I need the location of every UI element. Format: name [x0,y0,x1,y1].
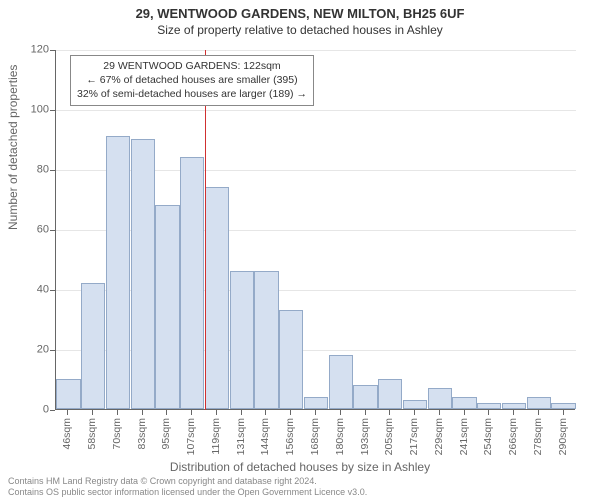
ytick-label: 120 [19,45,49,56]
ytick-label: 100 [19,105,49,116]
xtick-label: 144sqm [259,418,271,455]
footer-credits: Contains HM Land Registry data © Crown c… [8,476,367,499]
histogram-bar [205,187,229,409]
xtick-mark [439,410,440,415]
xtick-label: 107sqm [185,418,197,455]
xtick-mark [464,410,465,415]
histogram-bar [551,403,575,409]
xtick-mark [117,410,118,415]
xtick-mark [340,410,341,415]
xtick-mark [538,410,539,415]
footer-line-2: Contains OS public sector information li… [8,487,367,498]
histogram-bar [477,403,501,409]
histogram-bar [279,310,303,409]
ytick-label: 0 [19,405,49,416]
histogram-bar [428,388,452,409]
info-box: 29 WENTWOOD GARDENS: 122sqm ← 67% of det… [70,55,314,106]
xtick-label: 58sqm [86,418,98,450]
xtick-mark [216,410,217,415]
ytick-mark [50,170,55,171]
xtick-label: 131sqm [235,418,247,455]
histogram-bar [403,400,427,409]
xtick-label: 46sqm [61,418,73,450]
xtick-mark [365,410,366,415]
histogram-bar [131,139,155,409]
ytick-label: 80 [19,165,49,176]
y-axis-label: Number of detached properties [6,65,20,230]
histogram-bar [230,271,254,409]
xtick-label: 266sqm [507,418,519,455]
xtick-mark [488,410,489,415]
x-axis-label: Distribution of detached houses by size … [0,460,600,474]
histogram-bar [180,157,204,409]
ytick-mark [50,410,55,411]
xtick-label: 70sqm [111,418,123,450]
ytick-label: 20 [19,345,49,356]
histogram-bar [155,205,179,409]
xtick-label: 119sqm [210,418,222,455]
xtick-mark [315,410,316,415]
ytick-mark [50,110,55,111]
histogram-bar [378,379,402,409]
ytick-mark [50,350,55,351]
histogram-bar [254,271,278,409]
xtick-label: 229sqm [433,418,445,455]
histogram-bar [304,397,328,409]
xtick-label: 205sqm [383,418,395,455]
xtick-label: 180sqm [334,418,346,455]
histogram-bar [527,397,551,409]
xtick-label: 156sqm [284,418,296,455]
xtick-mark [142,410,143,415]
xtick-mark [67,410,68,415]
xtick-label: 168sqm [309,418,321,455]
xtick-label: 83sqm [136,418,148,450]
ytick-label: 60 [19,225,49,236]
histogram-bar [81,283,105,409]
histogram-bar [329,355,353,409]
xtick-mark [191,410,192,415]
ytick-mark [50,230,55,231]
xtick-mark [241,410,242,415]
xtick-mark [290,410,291,415]
info-line-1: 29 WENTWOOD GARDENS: 122sqm [77,59,307,73]
xtick-mark [414,410,415,415]
page-title: 29, WENTWOOD GARDENS, NEW MILTON, BH25 6… [0,0,600,21]
xtick-mark [92,410,93,415]
histogram-bar [502,403,526,409]
xtick-mark [389,410,390,415]
info-line-2: ← 67% of detached houses are smaller (39… [77,73,307,87]
histogram-bar [353,385,377,409]
xtick-mark [513,410,514,415]
histogram-bar [452,397,476,409]
xtick-label: 278sqm [532,418,544,455]
ytick-mark [50,50,55,51]
xtick-label: 95sqm [160,418,172,450]
footer-line-1: Contains HM Land Registry data © Crown c… [8,476,367,487]
info-line-3: 32% of semi-detached houses are larger (… [77,87,307,101]
xtick-label: 193sqm [359,418,371,455]
histogram-bar [56,379,80,409]
xtick-mark [563,410,564,415]
xtick-label: 241sqm [458,418,470,455]
histogram-bar [106,136,130,409]
ytick-label: 40 [19,285,49,296]
xtick-mark [166,410,167,415]
page-subtitle: Size of property relative to detached ho… [0,21,600,37]
xtick-mark [265,410,266,415]
xtick-label: 290sqm [557,418,569,455]
xtick-label: 254sqm [482,418,494,455]
ytick-mark [50,290,55,291]
xtick-label: 217sqm [408,418,420,455]
